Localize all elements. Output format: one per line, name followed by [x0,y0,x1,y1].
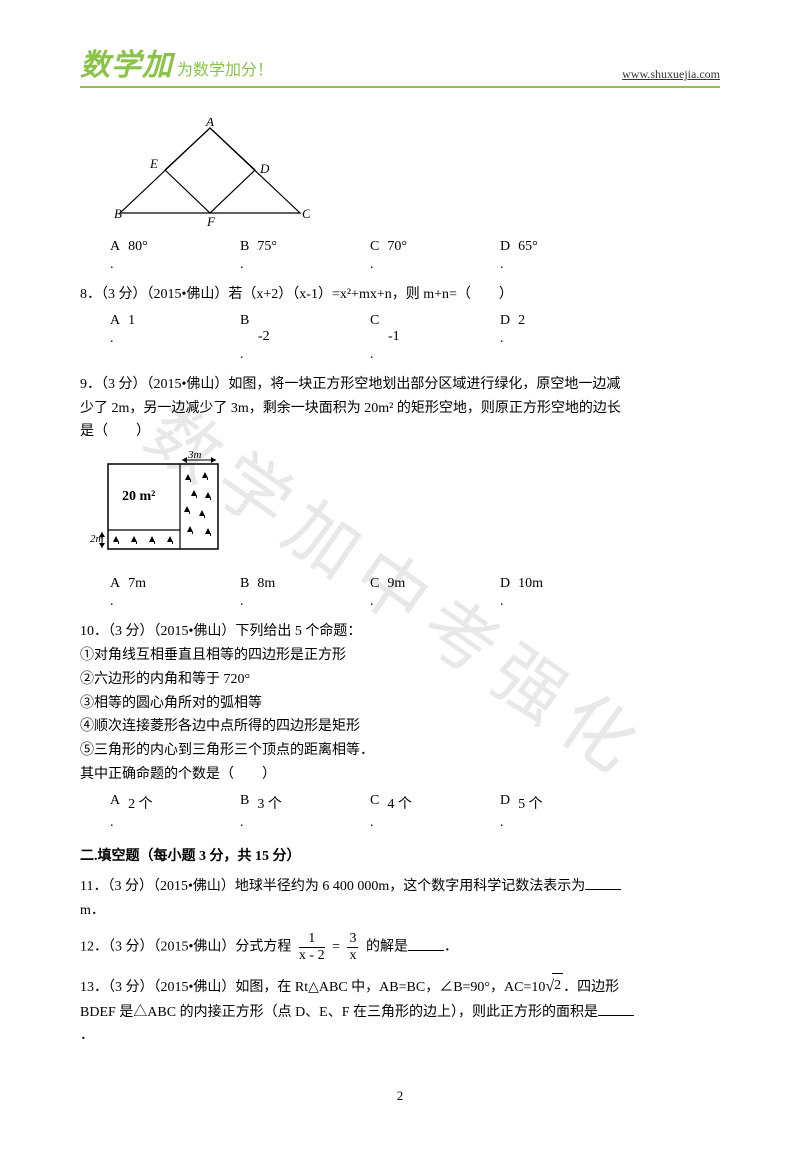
fraction-2: 3x [343,932,362,963]
q9-text: 9．（3 分）（2015•佛山）如图，将一块正方形空地划出部分区域进行绿化，原空… [80,373,720,444]
q11: 11．（3 分）（2015•佛山）地球半径约为 6 400 000m，这个数字用… [80,875,720,923]
q8-options: A1 . B -2 . C -1 . D2 . [110,313,720,363]
q9-figure: 3m 2m 20 m² [90,450,720,570]
page-header: 数学加 为数学加分！ www.shuxuejia.com [80,40,720,88]
q8-opt-b: B -2 . [240,313,370,363]
q9-options: A7m . B8m . C9m . D10m . [110,576,720,610]
svg-text:B: B [114,206,122,221]
svg-text:D: D [259,161,270,176]
q13: 13．（3 分）（2015•佛山）如图，在 Rt△ABC 中，AB=BC，∠B=… [80,973,720,1048]
q9-opt-a: A7m . [110,576,240,610]
q9-opt-c: C9m . [370,576,500,610]
svg-text:20 m²: 20 m² [122,489,155,504]
svg-text:F: F [206,214,216,228]
q7-options: A80° . B75° . C70° . D65° . [110,239,720,273]
q9-opt-d: D10m . [500,576,543,610]
q7-opt-d: D65° . [500,239,538,273]
q7-opt-b: B75° . [240,239,370,273]
slogan: 为数学加分！ [177,56,273,80]
q8-opt-c: C -1 . [370,313,500,363]
q7-figure: A B C E D F [110,118,720,233]
svg-text:3m: 3m [187,450,202,461]
q13-blank [598,1001,634,1016]
q7-opt-a: A80° . [110,239,240,273]
page-number: 2 [80,1088,720,1104]
q10: 10．（3 分）（2015•佛山）下列给出 5 个命题： ①对角线互相垂直且相等… [80,620,720,787]
svg-text:E: E [149,156,158,171]
logo-block: 数学加 为数学加分！ [80,40,273,84]
svg-text:2m: 2m [90,533,104,545]
q11-blank [585,875,621,890]
q10-opt-a: A2 个 . [110,793,240,831]
q10-opt-c: C4 个 . [370,793,500,831]
sqrt-icon: √2 [545,973,563,1000]
section-2-header: 二.填空题（每小题 3 分，共 15 分） [80,845,720,865]
q8-text: 8．（3 分）（2015•佛山）若（x+2）（x-1）=x²+mx+n，则 m+… [80,283,720,307]
q8-opt-d: D2 . [500,313,525,363]
site-url: www.shuxuejia.com [622,67,720,82]
q12: 12．（3 分）（2015•佛山）分式方程 1x - 2 = 3x 的解是． [80,932,720,963]
fraction-1: 1x - 2 [295,932,329,963]
q8-opt-a: A1 . [110,313,240,363]
q10-options: A2 个 . B3 个 . C4 个 . D5 个 . [110,793,720,831]
svg-text:A: A [205,118,214,129]
q12-blank [408,936,444,951]
logo-text: 数学加 [80,40,173,84]
q9-opt-b: B8m . [240,576,370,610]
q10-opt-b: B3 个 . [240,793,370,831]
q7-opt-c: C70° . [370,239,500,273]
svg-text:C: C [302,206,310,221]
q10-opt-d: D5 个 . [500,793,543,831]
